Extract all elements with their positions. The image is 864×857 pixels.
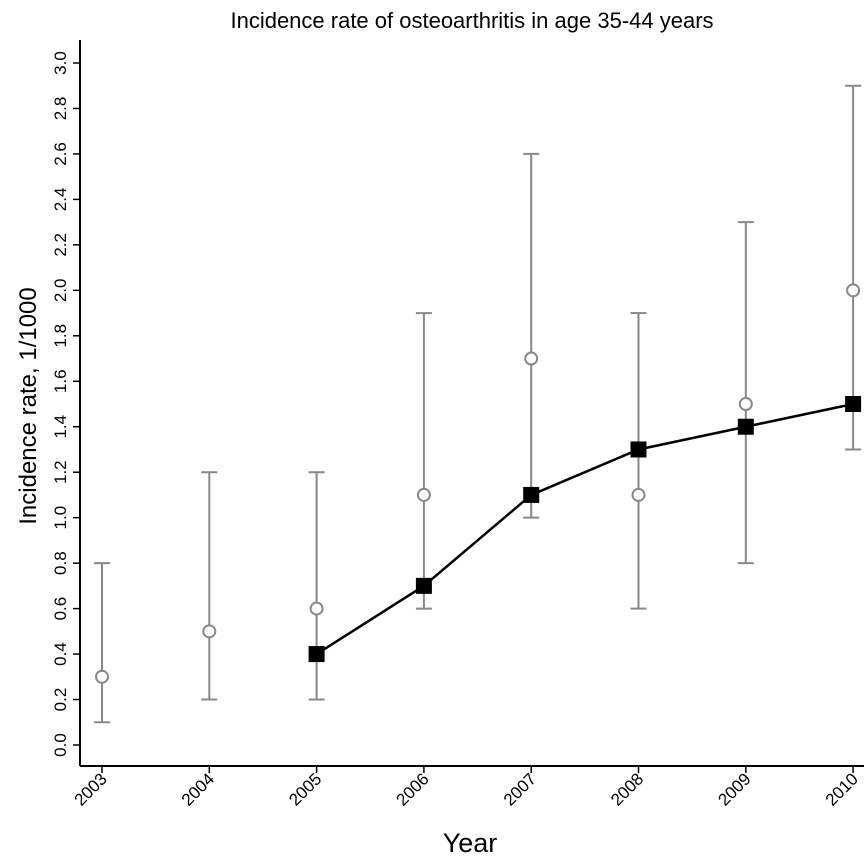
y-tick-label: 1.0 xyxy=(51,506,70,530)
x-tick-label: 2010 xyxy=(822,769,862,809)
y-tick-label: 1.4 xyxy=(51,415,70,439)
markers xyxy=(95,283,862,684)
data-point-circle xyxy=(416,487,431,502)
data-point-square xyxy=(630,441,647,458)
y-tick-label: 2.4 xyxy=(51,188,70,212)
error-bars xyxy=(94,84,862,724)
data-point-square xyxy=(523,486,540,503)
series-lines xyxy=(315,402,854,656)
x-axis-ticks: 2003 2004 2005 2006 2007 2008 2009 2010 xyxy=(71,766,862,810)
y-tick-label: 2.6 xyxy=(51,142,70,166)
x-tick-label: 2004 xyxy=(178,769,218,809)
data-point-circle xyxy=(738,397,753,411)
x-tick-label: 2003 xyxy=(71,769,111,809)
x-axis-title: Year xyxy=(443,828,498,857)
data-point-square xyxy=(845,396,862,412)
y-tick-label: 0.0 xyxy=(51,733,70,757)
y-tick-label: 0.6 xyxy=(51,597,70,621)
y-tick-label: 0.8 xyxy=(51,551,70,575)
y-tick-label: 1.8 xyxy=(51,324,70,348)
y-tick-label: 0.4 xyxy=(51,642,70,666)
y-tick-label: 0.2 xyxy=(51,688,70,712)
data-point-square xyxy=(737,418,754,435)
x-tick-label: 2008 xyxy=(607,769,647,809)
chart-title: Incidence rate of osteoarthritis in age … xyxy=(230,8,714,33)
x-tick-label: 2005 xyxy=(285,769,325,809)
axes xyxy=(79,40,864,767)
y-tick-label: 2.2 xyxy=(51,233,70,257)
data-point-circle xyxy=(631,487,646,502)
y-axis-ticks: 0.0 0.2 0.4 0.6 0.8 1.0 1.2 1.4 1.6 1.8 2.0 2.2 2.4 2… xyxy=(51,51,80,757)
x-tick-label: 2009 xyxy=(714,769,754,809)
data-point-square xyxy=(308,646,325,663)
data-point-circle xyxy=(202,624,217,639)
data-point-circle xyxy=(309,601,324,616)
y-tick-label: 1.2 xyxy=(51,460,70,484)
x-tick-label: 2006 xyxy=(393,769,433,809)
data-point-circle xyxy=(524,351,539,366)
series-line xyxy=(315,402,854,656)
y-tick-label: 2.0 xyxy=(51,279,70,303)
y-tick-label: 2.8 xyxy=(51,97,70,121)
data-point-circle xyxy=(95,669,109,684)
x-tick-label: 2007 xyxy=(500,769,540,809)
data-point-square xyxy=(415,577,432,594)
data-point-circle xyxy=(846,283,861,298)
y-tick-label: 1.6 xyxy=(51,369,70,393)
y-axis-title: Incidence rate, 1/1000 xyxy=(15,287,42,525)
y-tick-label: 3.0 xyxy=(51,51,70,75)
